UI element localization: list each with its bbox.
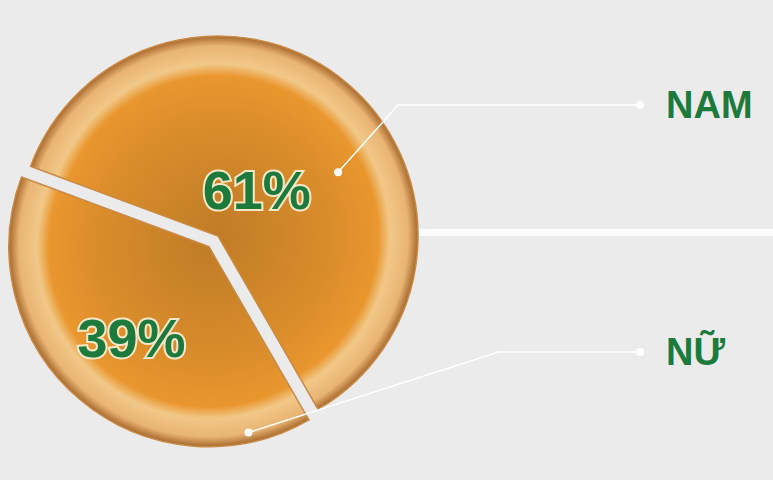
leader-dot [244, 429, 252, 437]
leader-dot [334, 168, 342, 176]
data-labels: 61% 39% [77, 160, 310, 368]
leader-line [248, 352, 640, 433]
data-label: 39% [77, 308, 185, 368]
divider [415, 229, 773, 236]
pie [9, 36, 418, 447]
leader-dot [636, 101, 644, 109]
leader-line [338, 105, 640, 172]
leader-dot [636, 348, 644, 356]
legend-label: NỮ [666, 330, 725, 373]
legend: NAM NỮ [244, 84, 752, 437]
legend-label: NAM [666, 84, 753, 126]
background [0, 0, 773, 480]
chart: NAM NỮ 61% 39% [0, 0, 773, 480]
data-label: 61% [203, 160, 311, 220]
